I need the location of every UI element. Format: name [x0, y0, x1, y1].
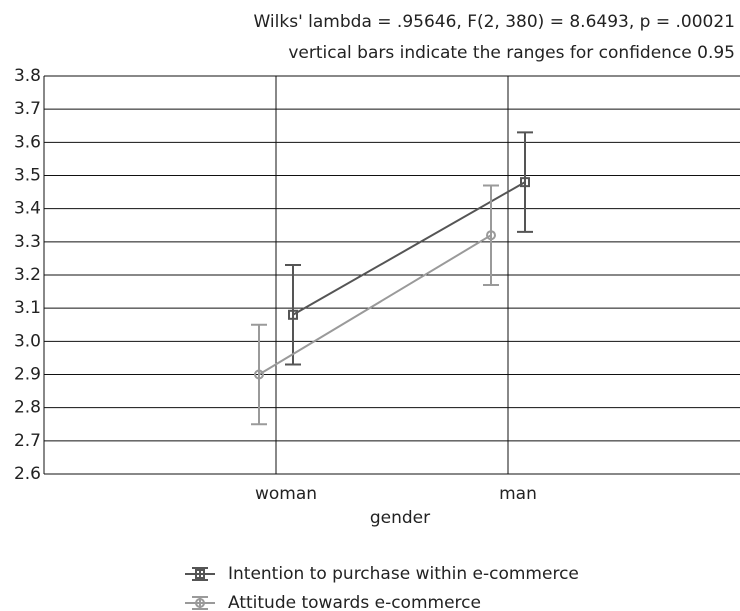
y-tick-label: 2.9: [14, 365, 41, 385]
annotation: Wilks' lambda = .95646, F(2, 380) = 8.64…: [254, 12, 736, 32]
y-tick-label: 3.5: [14, 166, 41, 186]
y-tick-label: 3.8: [14, 66, 41, 86]
y-tick-label: 3.7: [14, 99, 41, 119]
x-tick-label: man: [499, 484, 537, 504]
annotation: vertical bars indicate the ranges for co…: [288, 43, 735, 63]
x-tick-label: woman: [255, 484, 317, 504]
y-tick-label: 3.3: [14, 232, 41, 252]
y-tick-label: 3.2: [14, 265, 41, 285]
error-bar: [517, 132, 533, 232]
y-tick-label: 3.0: [14, 331, 41, 351]
legend-label: Attitude towards e-commerce: [228, 593, 481, 611]
y-tick-label: 2.8: [14, 398, 41, 418]
error-bar: [483, 185, 499, 285]
chart: Wilks' lambda = .95646, F(2, 380) = 8.64…: [0, 0, 740, 611]
legend-label: Intention to purchase within e-commerce: [228, 564, 579, 584]
y-tick-label: 3.1: [14, 298, 41, 318]
y-tick-label: 3.6: [14, 132, 41, 152]
y-tick-label: 2.6: [14, 464, 41, 484]
x-axis-label: gender: [370, 508, 430, 528]
y-tick-label: 3.4: [14, 199, 41, 219]
y-tick-label: 2.7: [14, 431, 41, 451]
